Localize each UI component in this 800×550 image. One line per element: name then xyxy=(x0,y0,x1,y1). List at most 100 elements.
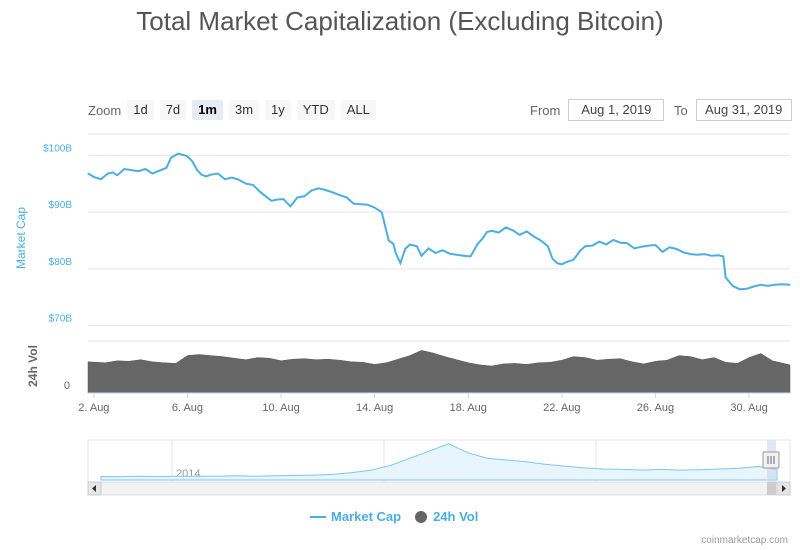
market-cap-point xyxy=(224,178,226,180)
market-cap-point xyxy=(112,171,114,173)
zoom-all-button[interactable]: ALL xyxy=(340,100,376,120)
x-tick-label: 10. Aug xyxy=(262,402,299,414)
market-cap-point xyxy=(346,196,348,198)
market-cap-point xyxy=(151,172,153,175)
market-cap-point xyxy=(317,187,320,189)
market-cap-point xyxy=(640,246,643,248)
market-cap-point xyxy=(572,259,575,261)
market-cap-series-points xyxy=(87,153,791,290)
from-date-input[interactable]: Aug 1, 2019 xyxy=(568,99,665,121)
y-tick-label: $70B xyxy=(49,314,73,325)
market-cap-point xyxy=(463,255,465,257)
market-cap-point xyxy=(205,175,207,177)
market-cap-point xyxy=(200,174,203,176)
market-cap-point xyxy=(399,262,401,264)
market-cap-point xyxy=(725,276,727,278)
market-cap-point xyxy=(296,196,298,198)
market-cap-point xyxy=(486,231,488,233)
zoom-7d-button[interactable]: 7d xyxy=(159,100,187,120)
market-cap-point xyxy=(675,248,678,250)
market-cap-point xyxy=(661,251,664,253)
market-cap-point xyxy=(477,243,479,245)
x-tick-label: 18. Aug xyxy=(450,402,487,414)
market-cap-point xyxy=(789,284,791,286)
market-cap-point xyxy=(392,243,394,245)
market-cap-point xyxy=(498,232,500,234)
scroll-right-arrow-icon xyxy=(782,485,786,492)
market-cap-point xyxy=(697,254,699,256)
market-cap-point xyxy=(668,246,671,248)
market-cap-point xyxy=(591,245,593,247)
market-cap-point xyxy=(456,254,458,256)
zoom-ytd-button[interactable]: YTD xyxy=(296,100,335,120)
market-cap-point xyxy=(123,168,125,170)
market-cap-point xyxy=(374,207,376,209)
zoom-1d-button[interactable]: 1d xyxy=(127,100,154,120)
market-cap-point xyxy=(739,288,741,290)
market-cap-point xyxy=(367,204,369,206)
market-cap-point xyxy=(704,253,706,255)
from-date-group: From Aug 1, 2019 xyxy=(530,99,665,121)
market-cap-point xyxy=(353,203,355,205)
y-tick-label: $80B xyxy=(49,257,73,268)
market-cap-point xyxy=(540,239,542,242)
market-cap-point xyxy=(93,176,95,178)
zoom-1y-button[interactable]: 1y xyxy=(265,100,291,120)
market-cap-point xyxy=(259,191,261,193)
market-cap-point xyxy=(760,284,762,286)
y-axis-ticks: $100B $90B $80B $70B xyxy=(43,143,72,324)
market-cap-point xyxy=(388,239,390,242)
market-cap-point xyxy=(271,200,273,202)
to-date-group: To Aug 31, 2019 xyxy=(674,99,792,121)
x-tick-label: 14. Aug xyxy=(356,402,393,414)
market-cap-point xyxy=(303,195,306,197)
scrollbar-thumb[interactable] xyxy=(767,482,776,495)
market-cap-point xyxy=(605,243,607,246)
to-date-input[interactable]: Aug 31, 2019 xyxy=(695,99,792,121)
market-cap-point xyxy=(626,242,629,244)
legend-label-volume: 24h Vol xyxy=(433,509,479,524)
x-tick-label: 6. Aug xyxy=(172,402,203,414)
zoom-3m-button[interactable]: 3m xyxy=(228,100,260,120)
market-cap-point xyxy=(404,248,406,250)
market-cap-point xyxy=(654,244,657,246)
market-cap-point xyxy=(231,176,233,179)
x-tick-label: 2. Aug xyxy=(78,402,109,414)
market-cap-point xyxy=(184,154,186,156)
y-tick-label: $100B xyxy=(43,143,72,154)
market-cap-point xyxy=(196,168,198,171)
market-cap-point xyxy=(324,189,327,191)
market-cap-point xyxy=(170,157,172,159)
market-cap-point xyxy=(217,172,219,175)
market-cap-point xyxy=(144,168,146,170)
market-cap-point xyxy=(491,230,493,232)
market-cap-point xyxy=(689,253,692,255)
market-cap-point xyxy=(282,198,284,200)
y-tick-label: $90B xyxy=(49,200,73,211)
chart-title: Total Market Capitalization (Excluding B… xyxy=(136,6,664,36)
x-tick-label: 26. Aug xyxy=(637,402,674,414)
market-cap-point xyxy=(722,255,724,257)
market-cap-point xyxy=(556,262,558,264)
legend-item-market-cap[interactable]: Market Cap xyxy=(310,509,401,524)
market-cap-point xyxy=(767,285,769,287)
market-cap-point xyxy=(100,178,102,180)
scroll-left-arrow-icon xyxy=(92,485,96,492)
zoom-1m-button[interactable]: 1m xyxy=(192,100,223,120)
credits-link[interactable]: coinmarketcap.com xyxy=(701,535,788,546)
gridlines xyxy=(88,154,790,327)
x-tick-label: 22. Aug xyxy=(543,402,580,414)
market-cap-point xyxy=(682,251,685,253)
market-cap-point xyxy=(633,247,636,249)
market-cap-point xyxy=(746,288,748,290)
market-cap-point xyxy=(561,263,563,265)
market-cap-point xyxy=(177,153,179,155)
navigator-handle[interactable] xyxy=(762,451,780,469)
x-tick-label: 30. Aug xyxy=(730,402,767,414)
y-axis-title-market-cap: Market Cap xyxy=(14,207,28,269)
scrollbar-track[interactable] xyxy=(87,481,791,496)
legend-item-volume[interactable]: 24h Vol xyxy=(415,509,478,524)
market-cap-point xyxy=(427,247,430,249)
legend: Market Cap 24h Vol xyxy=(310,509,492,524)
